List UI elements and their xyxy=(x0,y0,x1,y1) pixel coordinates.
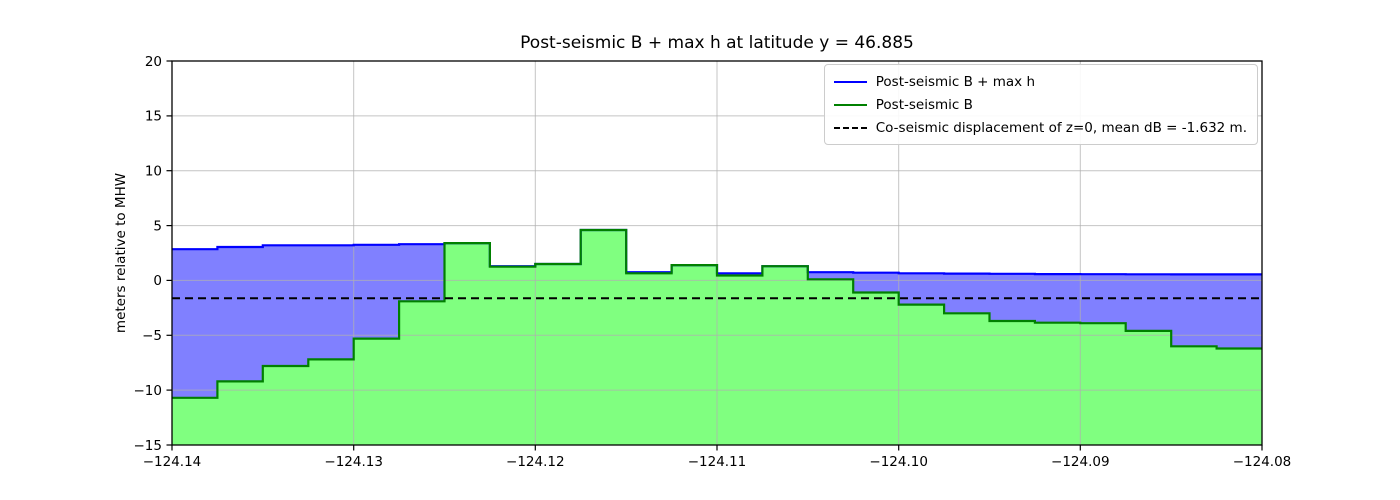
x-tick-label: −124.14 xyxy=(143,454,202,470)
y-tick-label: −10 xyxy=(134,383,163,399)
x-tick-label: −124.08 xyxy=(1233,454,1292,470)
y-tick-label: 5 xyxy=(153,218,162,234)
y-tick-label: −15 xyxy=(134,438,163,454)
legend-item-coseismic: Co-seismic displacement of z=0, mean dB … xyxy=(833,116,1247,139)
x-axis-ticks: −124.14 −124.13 −124.12 −124.11 −124.10 −124.… xyxy=(143,445,1292,470)
y-tick-label: −5 xyxy=(142,328,162,344)
x-tick-label: −124.13 xyxy=(324,454,383,470)
green-line-icon xyxy=(833,103,867,106)
step-line-series-1 xyxy=(172,228,1262,399)
x-tick-label: −124.10 xyxy=(869,454,928,470)
x-tick-label: −124.12 xyxy=(506,454,565,470)
legend-label: Co-seismic displacement of z=0, mean dB … xyxy=(875,119,1247,136)
dashed-line-icon xyxy=(833,126,867,129)
legend-box: Post-seismic B + max h Post-seismic B Co… xyxy=(823,64,1258,145)
y-tick-label: 15 xyxy=(145,109,162,125)
blue-line-icon xyxy=(833,80,867,83)
y-tick-label: 20 xyxy=(145,54,162,70)
legend-item-b-plus-maxh: Post-seismic B + max h xyxy=(833,70,1247,93)
legend-label: Post-seismic B xyxy=(875,96,973,113)
chart-title: Post-seismic B + max h at latitude y = 4… xyxy=(520,33,914,53)
x-tick-label: −124.11 xyxy=(688,454,747,470)
y-tick-label: 0 xyxy=(153,273,162,289)
y-axis-ticks: 20 15 10 5 0 −5 −10 −15 xyxy=(134,54,172,454)
x-tick-label: −124.09 xyxy=(1051,454,1110,470)
y-axis-label: meters relative to MHW xyxy=(113,172,129,334)
legend-item-b: Post-seismic B xyxy=(833,93,1247,116)
y-tick-label: 10 xyxy=(145,164,162,180)
legend-label: Post-seismic B + max h xyxy=(875,73,1036,90)
